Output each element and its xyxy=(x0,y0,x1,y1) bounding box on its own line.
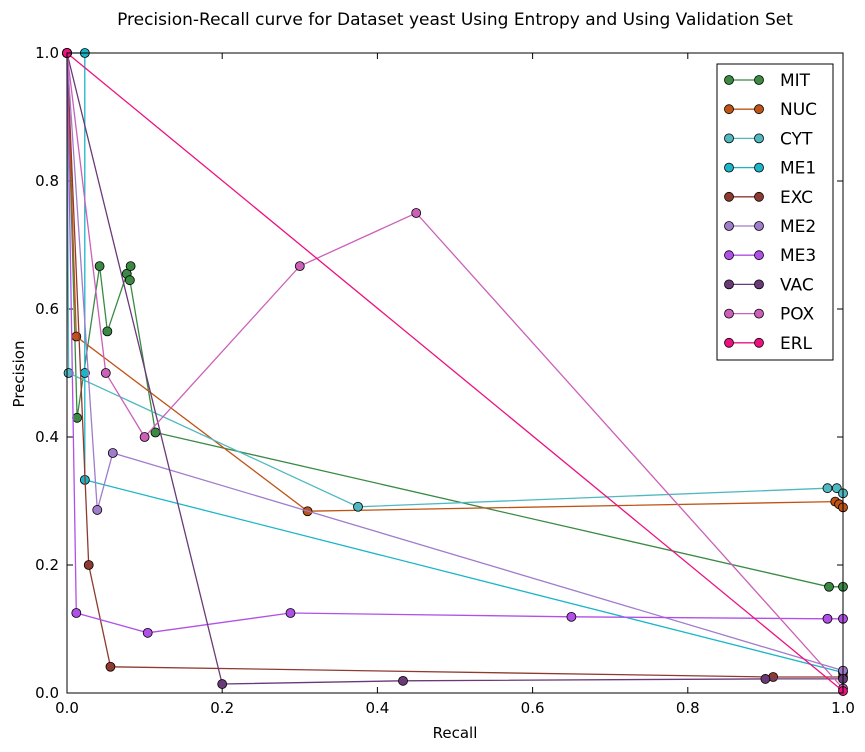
legend-marker-cyt xyxy=(754,133,764,144)
legend-marker-me3 xyxy=(724,250,734,261)
data-point-cyt xyxy=(353,501,363,512)
data-point-me3 xyxy=(822,613,833,624)
data-point-mit xyxy=(824,581,834,592)
data-point-vac xyxy=(760,674,771,684)
y-tick-label: 0.4 xyxy=(35,428,59,446)
series-line-erl xyxy=(66,52,844,692)
data-point-me3 xyxy=(566,611,577,622)
legend-marker-exc xyxy=(754,191,764,202)
legend-marker-nuc xyxy=(754,104,764,115)
data-point-pox xyxy=(139,432,150,442)
x-tick-label: 0.6 xyxy=(521,699,545,717)
legend-marker-me1 xyxy=(724,162,734,173)
legend: MIT NUC CYT ME1 EXC ME2 ME3 VAC POX ERL xyxy=(716,63,834,361)
data-point-mit xyxy=(94,261,105,272)
legend-marker-vac xyxy=(724,279,734,290)
data-point-mit xyxy=(102,326,113,337)
legend-marker-mit xyxy=(754,75,764,85)
x-tick-label: 0.2 xyxy=(210,699,234,717)
legend-label-me2: ME2 xyxy=(780,217,816,237)
chart-title: Precision-Recall curve for Dataset yeast… xyxy=(117,10,793,30)
x-tick-label: 0.0 xyxy=(55,699,79,717)
legend-label-me3: ME3 xyxy=(780,246,816,266)
y-tick-label: 0.0 xyxy=(35,684,59,702)
data-point-me3 xyxy=(285,608,296,618)
data-point-me3 xyxy=(71,608,82,618)
series-line-me2 xyxy=(66,52,844,672)
data-point-me2 xyxy=(107,448,118,458)
data-point-cyt xyxy=(63,368,74,378)
x-tick-label: 0.4 xyxy=(365,699,389,717)
data-point-mit xyxy=(72,412,82,423)
data-point-pox xyxy=(100,368,111,378)
legend-label-erl: ERL xyxy=(780,334,813,354)
legend-marker-me2 xyxy=(754,221,764,231)
legend-marker-vac xyxy=(754,279,764,290)
legend-label-exc: EXC xyxy=(780,188,813,208)
data-point-exc xyxy=(105,661,116,672)
data-point-pox xyxy=(294,261,305,272)
x-tick-label: 1.0 xyxy=(831,699,855,717)
legend-marker-me2 xyxy=(724,221,734,231)
legend-marker-pox xyxy=(754,308,764,319)
legend-marker-pox xyxy=(724,308,734,319)
y-tick-label: 0.6 xyxy=(35,300,59,318)
data-point-vac xyxy=(217,679,228,689)
legend-label-vac: VAC xyxy=(780,275,814,295)
plot-area: 0.0 0.2 0.4 0.6 0.8 1.0 0.0 0.2 0.4 0.6 0.8 1.0 MIT N… xyxy=(35,44,855,717)
legend-label-nuc: NUC xyxy=(780,100,817,120)
legend-marker-me3 xyxy=(754,250,764,261)
y-tick-label: 1.0 xyxy=(35,44,59,62)
x-tick-label: 0.8 xyxy=(676,699,700,717)
legend-marker-erl xyxy=(754,337,764,348)
axes-frame xyxy=(66,52,844,694)
y-tick-label: 0.8 xyxy=(35,172,59,190)
data-point-pox xyxy=(411,208,422,218)
data-point-me3 xyxy=(142,627,153,638)
legend-marker-erl xyxy=(724,337,734,348)
data-point-mit xyxy=(124,275,135,286)
legend-box xyxy=(716,63,834,361)
y-axis-label: Precision xyxy=(10,341,28,408)
data-point-me2 xyxy=(92,505,103,515)
legend-marker-nuc xyxy=(724,104,734,115)
legend-label-me1: ME1 xyxy=(780,159,816,179)
legend-marker-exc xyxy=(724,191,734,202)
x-axis-label: Recall xyxy=(433,724,478,742)
data-point-exc xyxy=(83,560,94,570)
data-point-mit xyxy=(125,261,136,272)
data-point-vac xyxy=(398,675,408,686)
legend-marker-me1 xyxy=(754,162,764,173)
y-tick-label: 0.2 xyxy=(35,556,59,574)
series-line-pox xyxy=(66,52,844,689)
legend-label-cyt: CYT xyxy=(780,129,813,149)
legend-label-mit: MIT xyxy=(780,71,811,91)
data-point-cyt xyxy=(822,483,833,494)
legend-marker-cyt xyxy=(724,133,734,144)
legend-marker-mit xyxy=(724,75,734,85)
legend-label-pox: POX xyxy=(780,305,815,325)
